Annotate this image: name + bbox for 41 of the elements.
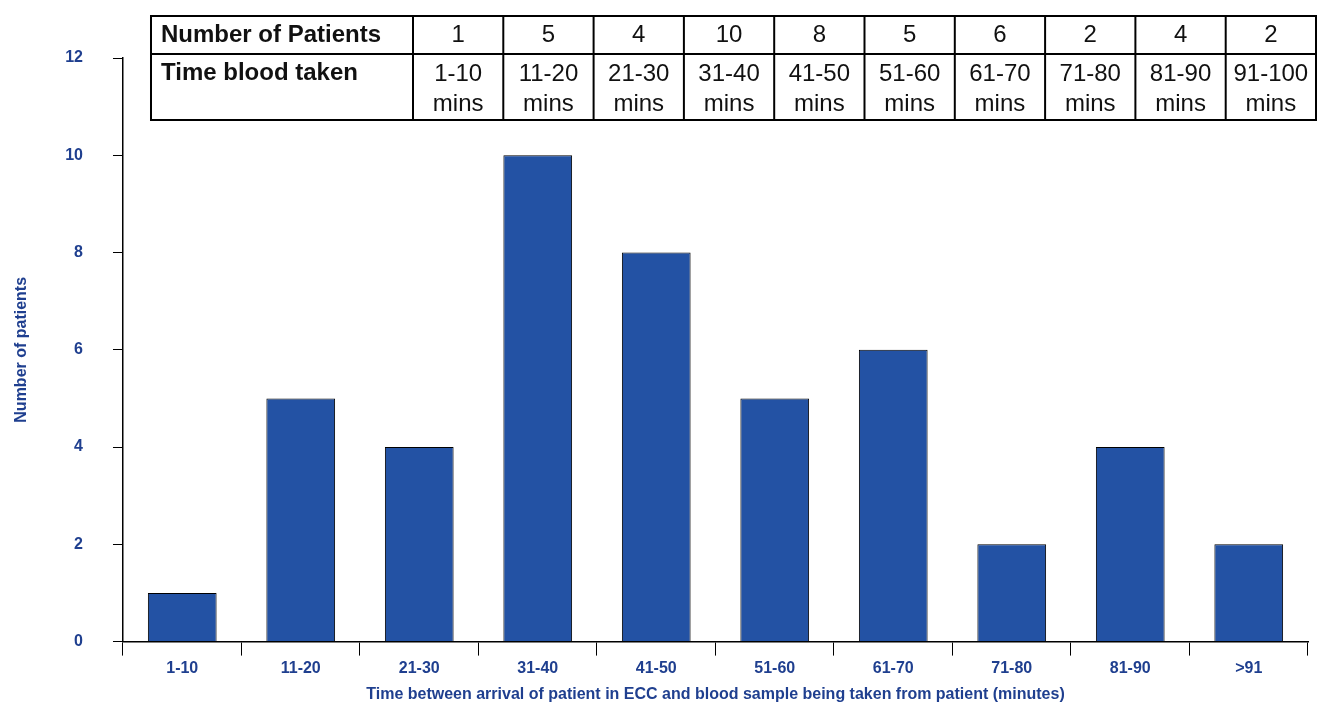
y-tick-label: 6: [74, 340, 84, 358]
text: 4: [1173, 19, 1188, 47]
text: 5: [541, 19, 556, 47]
text: 4: [632, 19, 646, 47]
y-tick-label: 0: [74, 632, 84, 650]
annotation: 31-40 mins: [698, 58, 760, 116]
annotation: 41-50 mins: [788, 58, 851, 116]
text: 10: [715, 19, 743, 47]
y-tick-label: 2: [74, 534, 84, 552]
x-tick-label: 61-70: [872, 658, 914, 676]
y-tick-label: 4: [74, 437, 84, 455]
text: 5: [902, 19, 917, 47]
text: 6: [993, 19, 1007, 47]
x-tick-label: 71-80: [991, 658, 1033, 676]
y-tick-label: 8: [74, 242, 84, 260]
x-tick-label: 41-50: [635, 658, 677, 676]
x-axis-title: Time between arrival of patient in ECC and blood sample being taken from patient (minutes): [366, 684, 1065, 702]
x-tick-label: 81-90: [1109, 658, 1151, 676]
annotation: 71-80 mins: [1059, 58, 1121, 116]
annotation: 61-70 mins: [969, 58, 1031, 116]
text: 2: [1264, 19, 1278, 47]
text: Number of Patients: [161, 19, 382, 47]
annotation: 11-20 mins: [518, 58, 579, 116]
annotation: 1-10 mins: [432, 58, 484, 116]
x-tick-label: 11-20: [280, 658, 321, 676]
annotation: 81-90 mins: [1149, 58, 1212, 116]
y-tick-label: 10: [65, 145, 84, 163]
annotation: 21-30 mins: [608, 58, 670, 116]
annotation: 51-60 mins: [878, 58, 941, 116]
text: 2: [1083, 19, 1097, 47]
annotation: 91-100 mins: [1233, 58, 1309, 116]
text: 1: [451, 19, 465, 47]
x-tick-label: 51-60: [754, 658, 796, 676]
x-tick-label: 21-30: [398, 658, 440, 676]
annotation: Time blood taken: [161, 57, 358, 85]
text: 8: [812, 19, 827, 47]
x-tick-label: 31-40: [517, 658, 559, 676]
y-tick-label: 12: [65, 48, 84, 66]
x-tick-label: >91: [1235, 658, 1263, 676]
x-tick-label: 1-10: [166, 658, 199, 676]
y-axis-title: Number of patients: [12, 276, 30, 423]
